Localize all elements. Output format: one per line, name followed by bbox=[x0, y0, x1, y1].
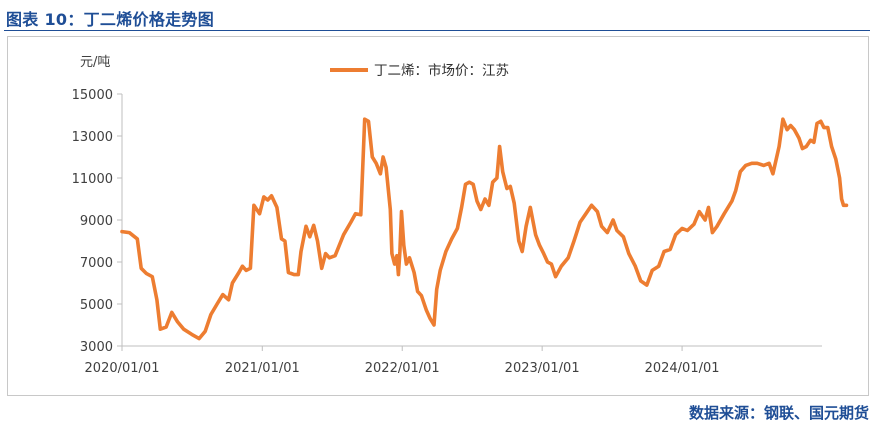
x-tick-label: 2024/01/01 bbox=[645, 361, 720, 376]
y-tick-label: 11000 bbox=[72, 172, 113, 187]
y-tick-label: 5000 bbox=[80, 298, 113, 313]
y-tick-label: 15000 bbox=[72, 88, 113, 103]
y-axis: 15000 13000 11000 9000 7000 5000 3000 bbox=[72, 88, 123, 355]
figure-title: 图表 10：丁二烯价格走势图 bbox=[6, 10, 215, 29]
x-tick-label: 2021/01/01 bbox=[225, 361, 300, 376]
y-tick-label: 9000 bbox=[80, 214, 113, 229]
x-tick-label: 2020/01/01 bbox=[85, 361, 160, 376]
y-tick-label: 13000 bbox=[72, 130, 113, 145]
title-underline bbox=[4, 30, 870, 31]
chart-frame bbox=[7, 36, 869, 396]
y-axis-label: 元/吨 bbox=[80, 55, 110, 70]
legend-label: 丁二烯：市场价：江苏 bbox=[374, 62, 509, 79]
legend: 丁二烯：市场价：江苏 bbox=[330, 62, 509, 79]
series-layer bbox=[120, 117, 849, 341]
x-axis: 2020/01/01 2021/01/01 2022/01/01 2023/01/01… bbox=[85, 345, 822, 376]
series-line bbox=[120, 117, 849, 341]
x-tick-label: 2023/01/01 bbox=[505, 361, 580, 376]
y-tick-label: 3000 bbox=[80, 340, 113, 355]
y-tick-label: 7000 bbox=[80, 256, 113, 271]
data-source: 数据来源：钢联、国元期货 bbox=[688, 404, 869, 422]
x-tick-label: 2022/01/01 bbox=[365, 361, 440, 376]
